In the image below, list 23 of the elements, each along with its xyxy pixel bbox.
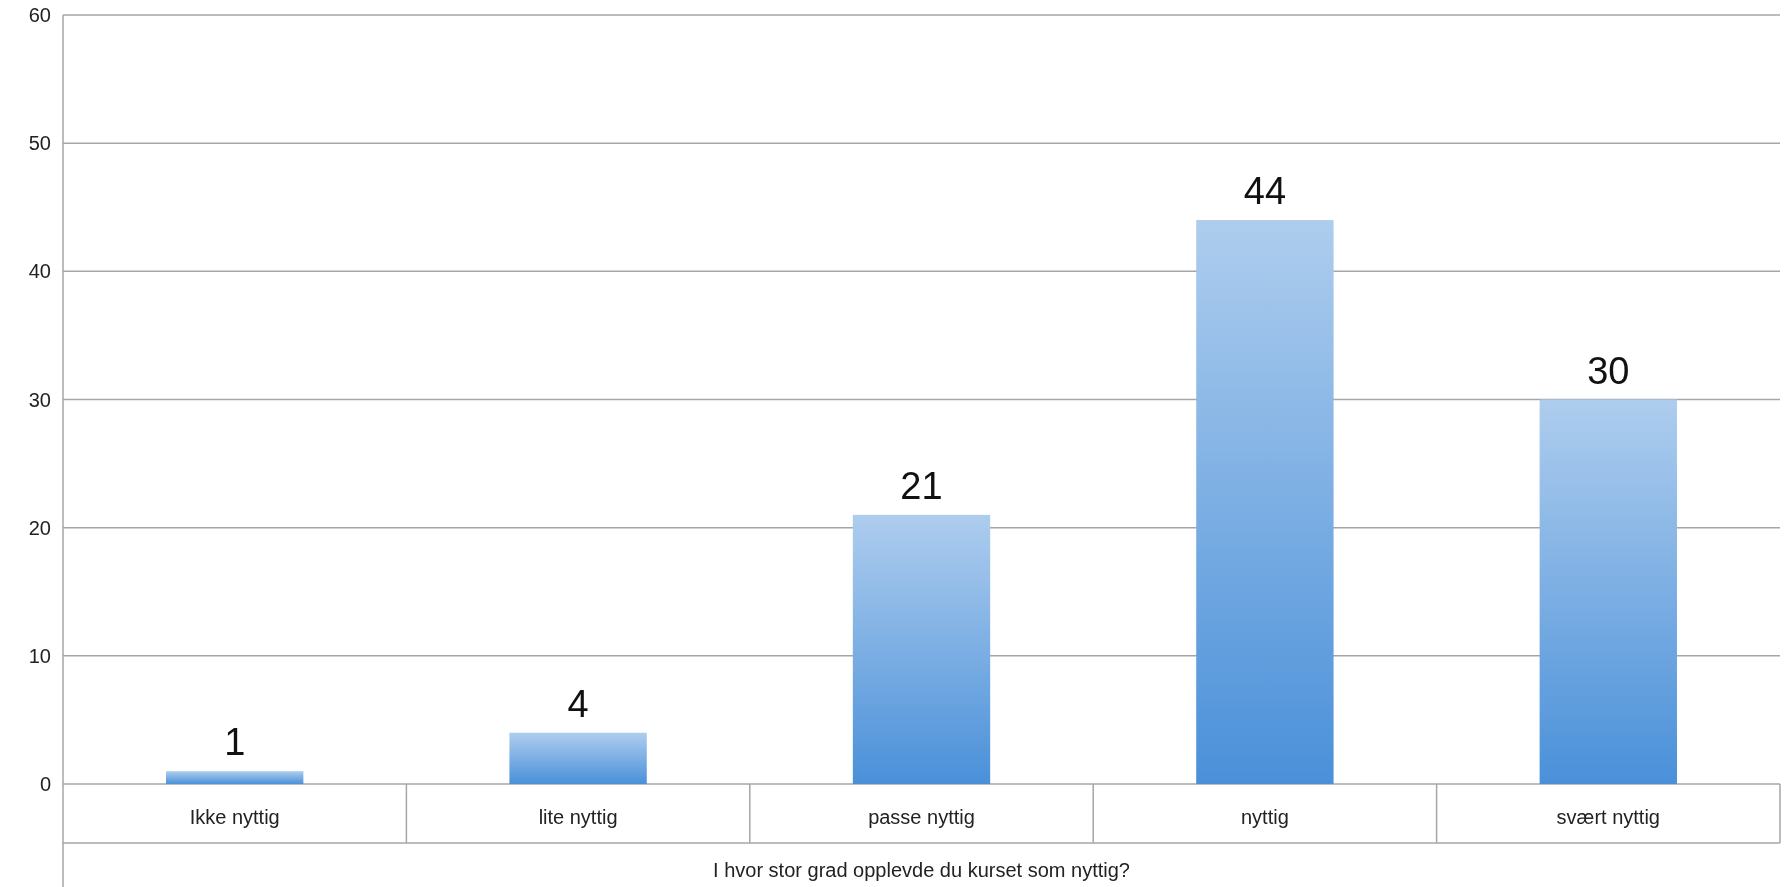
data-label: 30: [1587, 349, 1630, 392]
x-tick-label: nyttig: [1240, 806, 1289, 828]
y-tick-label: 0: [39, 773, 51, 795]
data-label: 1: [224, 721, 246, 764]
bar: [1196, 220, 1334, 784]
y-tick-label: 10: [28, 644, 51, 667]
y-tick-label: 60: [28, 4, 51, 26]
x-tick-label: lite nyttig: [538, 806, 618, 828]
y-tick-label: 30: [28, 388, 51, 411]
data-label: 4: [567, 682, 589, 725]
y-tick-label: 40: [28, 260, 51, 283]
x-tick-label: Ikke nyttig: [189, 806, 280, 828]
y-tick-label: 20: [28, 516, 51, 539]
x-tick-label: svært nyttig: [1556, 806, 1660, 828]
x-axis-title: I hvor stor grad opplevde du kurset som nyttig?: [713, 859, 1130, 881]
y-tick-label: 50: [28, 132, 51, 155]
bar: [509, 732, 647, 784]
x-tick-label: passe nyttig: [868, 806, 975, 828]
bar: [852, 514, 991, 784]
data-label: 21: [900, 464, 943, 507]
data-label: 44: [1243, 170, 1287, 213]
bar: [1539, 399, 1677, 784]
bar: [166, 771, 304, 784]
